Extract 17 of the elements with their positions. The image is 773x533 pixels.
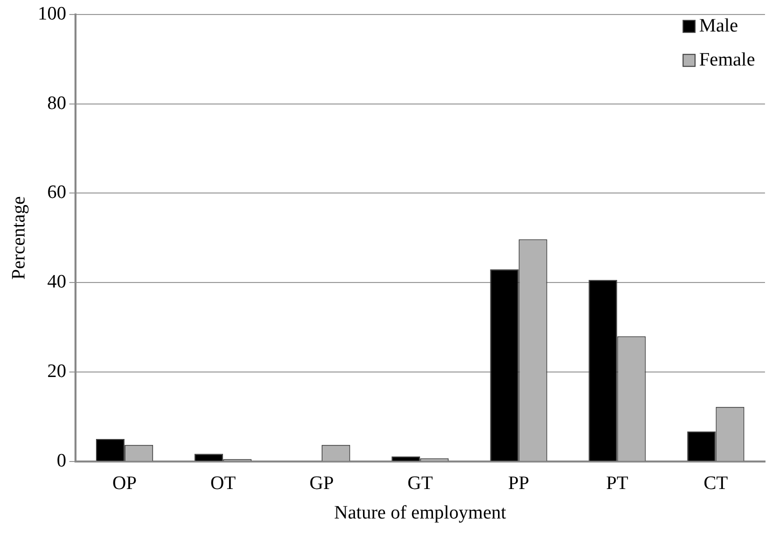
- x-tick-label: CT: [704, 472, 728, 494]
- y-tick-label: 60: [47, 182, 66, 204]
- x-tick-label: OT: [210, 472, 236, 494]
- y-axis-title: Percentage: [8, 196, 30, 280]
- x-axis-title: Nature of employment: [334, 502, 507, 524]
- y-tick-label: 20: [47, 360, 66, 382]
- x-tick-label: GP: [309, 472, 334, 494]
- x-tick-label: GT: [407, 472, 434, 494]
- y-tick-label: 80: [47, 92, 66, 114]
- x-tick-label: OP: [112, 472, 137, 494]
- y-tick-label: 0: [56, 450, 66, 472]
- legend-label: Female: [699, 49, 756, 70]
- y-tick-label: 100: [38, 3, 66, 24]
- y-tick-label: 40: [47, 272, 66, 293]
- x-tick-label: PP: [508, 472, 530, 494]
- legend-label: Male: [699, 15, 738, 36]
- x-tick-label: PT: [606, 472, 629, 494]
